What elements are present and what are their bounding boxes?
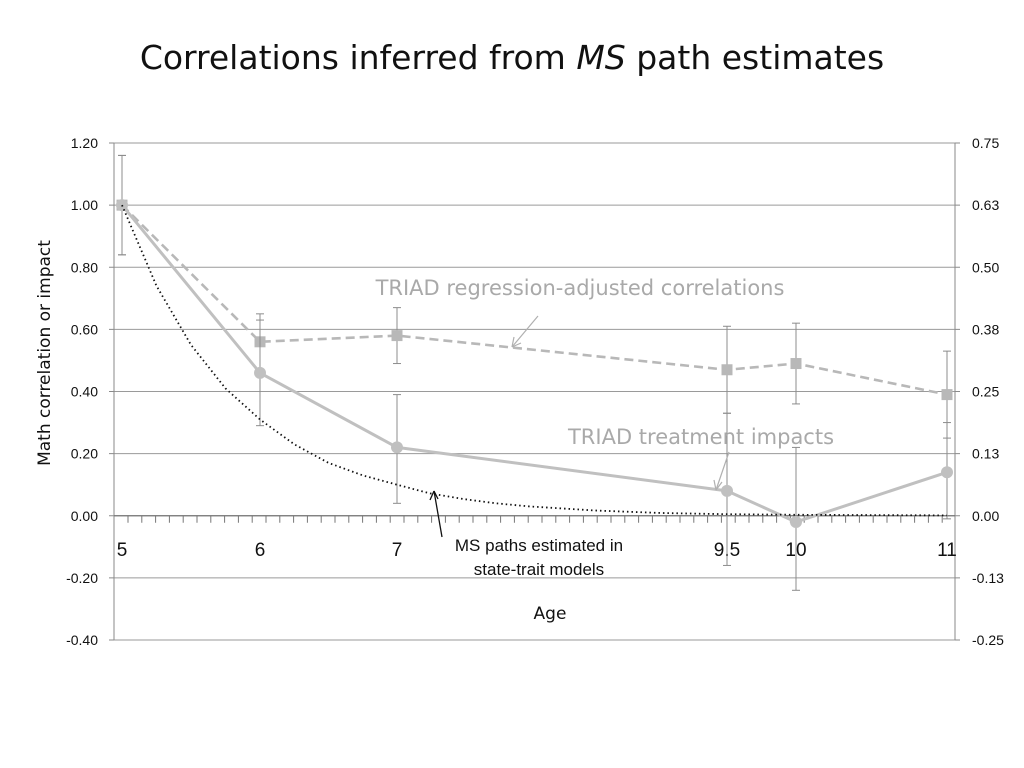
y2-tick-label: -0.13 <box>972 570 1004 586</box>
annotation-treatment-impacts: TRIAD treatment impacts <box>567 425 834 449</box>
series-layer <box>116 154 953 591</box>
title-text-pre: Correlations inferred from <box>139 38 577 77</box>
annotation-ms-paths-line1: MS paths estimated in <box>455 536 623 555</box>
series-line-1 <box>120 204 948 524</box>
series-line-0 <box>121 204 948 396</box>
annotation-arrowhead-treatment <box>713 479 723 491</box>
y-tick-label: -0.20 <box>66 570 98 586</box>
y-tick-label: 0.40 <box>71 384 98 400</box>
x-tick-label: 5 <box>117 540 128 561</box>
y-tick-label: 0.20 <box>71 446 98 462</box>
annotation-regression-correlations: TRIAD regression-adjusted correlations <box>375 276 785 300</box>
data-point-circle <box>721 484 733 497</box>
annotation-arrowhead-regression <box>511 336 522 348</box>
title-text-em: MS <box>576 38 626 77</box>
x-tick-label: 11 <box>937 540 957 561</box>
series-line-2 <box>121 204 948 517</box>
annotation-arrow-treatment <box>715 451 730 491</box>
x-tick-label: 7 <box>392 540 403 561</box>
y2-tick-label: 0.38 <box>972 321 999 337</box>
y2-tick-label: 0.75 <box>972 135 999 151</box>
data-point-square <box>941 389 953 401</box>
data-point-square <box>391 330 403 342</box>
annotation-arrow-regression <box>511 315 539 348</box>
x-axis-label: Age <box>534 604 567 624</box>
y2-tick-label: 0.00 <box>972 508 999 524</box>
data-point-circle <box>254 366 266 379</box>
y-tick-label: 1.20 <box>71 135 98 151</box>
annotation-arrow-ms-paths <box>433 490 443 538</box>
y-tick-label: 0.00 <box>71 508 98 524</box>
y-tick-label: 0.60 <box>71 321 98 337</box>
gridlines <box>114 142 955 641</box>
y-tick-label: 1.00 <box>71 197 98 213</box>
y2-tick-label: 0.25 <box>972 384 999 400</box>
y-axis-ticks: 1.20 1.00 0.80 0.60 0.40 0.20 0.00 -0.20 -0.40 <box>66 135 98 648</box>
y2-tick-label: 0.13 <box>972 446 999 462</box>
data-point-circle <box>941 466 953 479</box>
y2-axis-ticks: 0.75 0.63 0.50 0.38 0.25 0.13 0.00 -0.13 -0.25 <box>972 135 1004 648</box>
data-point-circle <box>391 441 403 454</box>
y-tick-label: -0.40 <box>66 632 98 648</box>
y-axis-label: Math correlation or impact <box>35 240 55 466</box>
data-point-square <box>721 364 733 376</box>
slide-title: Correlations inferred from MS path estim… <box>0 38 1024 77</box>
annotation-ms-paths-line2: state-trait models <box>474 560 604 579</box>
y-tick-label: 0.80 <box>71 259 98 275</box>
x-tick-label: 6 <box>255 540 266 561</box>
annotation-arrowhead-ms-paths <box>429 490 439 501</box>
y2-tick-label: -0.25 <box>972 632 1004 648</box>
y2-tick-label: 0.50 <box>972 259 999 275</box>
data-point-square <box>790 358 802 370</box>
title-text-post: path estimates <box>625 38 885 77</box>
data-point-circle <box>790 515 802 528</box>
y2-tick-label: 0.63 <box>972 197 999 213</box>
